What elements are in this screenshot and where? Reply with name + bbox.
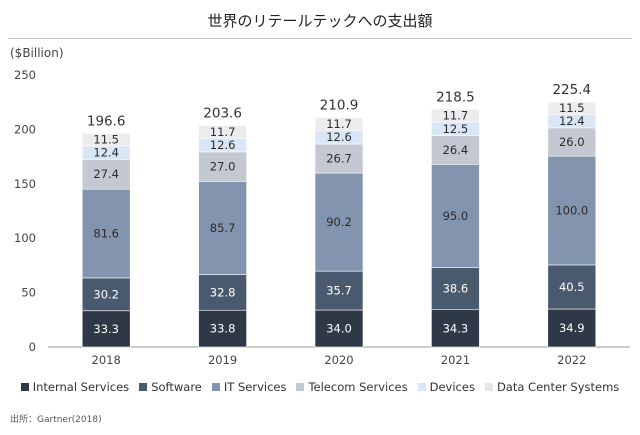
bar-segment-label: 11.5 — [559, 101, 585, 115]
bar-segment-label: 30.2 — [93, 287, 119, 301]
bar-total-label: 196.6 — [87, 113, 126, 129]
legend-item: Devices — [417, 380, 475, 394]
bar-segment-label: 100.0 — [555, 204, 588, 218]
stacked-bar-chart: 05010015020025033.330.281.627.412.411.51… — [14, 68, 630, 367]
y-tick-label: 200 — [14, 122, 36, 136]
y-axis-unit-label: ($Billion) — [10, 46, 64, 60]
bar-segment-label: 12.5 — [443, 122, 469, 136]
legend-swatch — [417, 383, 426, 391]
chart-title: 世界のリテールテックへの支出額 — [207, 12, 433, 30]
bar-segment — [431, 267, 480, 310]
bar-segment-label: 11.5 — [93, 133, 119, 147]
legend-label: Internal Services — [32, 380, 130, 394]
bar-segment-label: 26.7 — [326, 152, 352, 166]
bar-segment-label: 27.4 — [93, 167, 119, 181]
bar-segment-label: 32.8 — [210, 285, 236, 299]
bar-segment — [547, 127, 597, 157]
bar-segment-label: 34.0 — [326, 322, 352, 336]
bar-segment — [431, 108, 480, 123]
bar-segment-label: 33.3 — [93, 322, 119, 336]
bar-segment-label: 11.7 — [326, 117, 352, 131]
legend-item: Telecom Services — [296, 380, 408, 394]
bar-segment-label: 34.3 — [443, 321, 469, 335]
legend-label: IT Services — [223, 380, 287, 394]
x-tick-label: 2020 — [324, 353, 353, 367]
bar-segment-label: 26.4 — [443, 143, 469, 157]
y-tick-label: 100 — [14, 231, 36, 245]
bar-segment-label: 40.5 — [559, 280, 585, 294]
bar-total-label: 210.9 — [320, 98, 359, 114]
title-divider — [8, 38, 632, 39]
bar-segment-label: 12.4 — [93, 146, 119, 160]
y-tick-label: 250 — [14, 68, 36, 82]
bar-segment — [431, 164, 480, 268]
bar-segment — [81, 310, 131, 348]
y-tick-label: 50 — [21, 286, 36, 300]
bar-segment-label: 11.7 — [443, 109, 469, 123]
bar-segment — [547, 155, 597, 266]
bar-segment — [314, 309, 364, 348]
bar-segment-label: 35.7 — [326, 284, 352, 298]
bar-segment-label: 38.6 — [443, 282, 469, 296]
bar-segment-label: 11.7 — [210, 125, 236, 139]
bar-segment-label: 33.8 — [210, 322, 236, 336]
bar-segment-label: 27.0 — [210, 160, 236, 174]
legend-swatch — [139, 383, 148, 391]
source-note: 出所：Gartner(2018) — [10, 415, 102, 425]
bar-segment-label: 95.0 — [443, 209, 469, 223]
x-tick-label: 2019 — [208, 353, 237, 367]
bar-segment-label: 81.6 — [93, 227, 119, 241]
bar-total-label: 218.5 — [436, 89, 475, 105]
legend-swatch — [484, 383, 493, 391]
bar-segment — [81, 188, 131, 279]
y-tick-label: 0 — [29, 340, 36, 354]
bar-segment-label: 26.0 — [559, 135, 585, 149]
bar-segment — [81, 277, 131, 312]
bar-segment — [431, 135, 480, 165]
legend-item: Data Center Systems — [484, 380, 620, 394]
bar-segment — [547, 308, 597, 348]
bar-segment — [547, 264, 597, 310]
legend-label: Telecom Services — [308, 380, 408, 394]
bar-segment — [198, 309, 247, 348]
bar-segment — [198, 125, 247, 139]
bar-segment — [314, 172, 364, 272]
legend-label: Data Center Systems — [496, 380, 620, 394]
legend-item: Software — [139, 380, 202, 394]
bar-segment — [198, 180, 247, 275]
bar-segment — [547, 101, 597, 115]
bar-segment — [81, 133, 131, 147]
chart-legend: Internal Services Software IT Services Tele… — [0, 380, 640, 394]
bar-segment — [314, 270, 364, 311]
bar-segment — [81, 159, 131, 190]
legend-label: Software — [151, 380, 202, 394]
bar-segment-label: 12.6 — [210, 138, 236, 152]
bar-segment — [198, 274, 247, 311]
bar-segment-label: 85.7 — [210, 221, 236, 235]
bar-total-label: 203.6 — [203, 105, 242, 121]
bar-segment-label: 34.9 — [559, 321, 585, 335]
bar-segment-label: 12.4 — [559, 114, 585, 128]
bar-segment — [431, 309, 480, 348]
x-tick-label: 2021 — [441, 353, 470, 367]
x-tick-label: 2022 — [557, 353, 586, 367]
bar-segment-label: 90.2 — [326, 215, 352, 229]
legend-swatch — [20, 383, 29, 391]
legend-label: Devices — [429, 380, 475, 394]
legend-swatch — [211, 383, 220, 391]
x-tick-label: 2018 — [92, 353, 121, 367]
legend-item: Internal Services — [20, 380, 130, 394]
bar-segment-label: 12.6 — [326, 130, 352, 144]
y-tick-label: 150 — [14, 177, 36, 191]
legend-item: IT Services — [211, 380, 287, 394]
legend-swatch — [296, 383, 305, 391]
bar-segment — [314, 117, 364, 131]
bar-total-label: 225.4 — [552, 82, 591, 98]
